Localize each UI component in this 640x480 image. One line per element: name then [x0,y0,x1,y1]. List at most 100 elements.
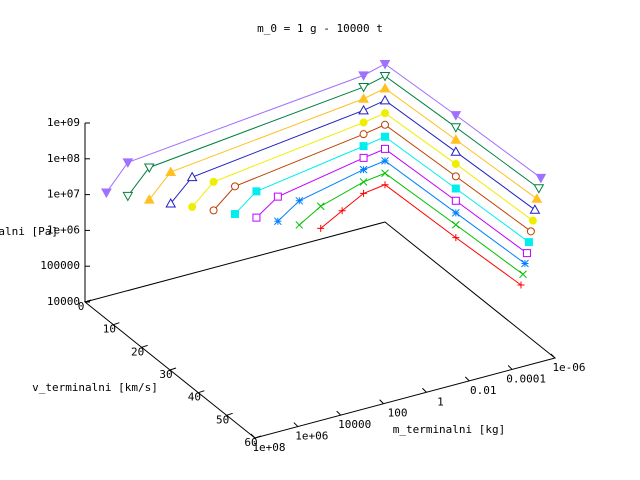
series-line [148,87,538,200]
series-marker [143,194,155,204]
series-marker [358,93,369,103]
y-tick [293,422,299,427]
series-marker [450,134,462,144]
series-marker [381,132,389,141]
y-tick [464,376,470,382]
z-tick-label: 1e+07 [47,188,80,201]
z-tick-label: 1e+06 [47,223,80,236]
x-tick [84,299,92,303]
series-marker [452,234,460,242]
y-tick [507,365,513,370]
series-line [127,75,540,197]
series-marker [522,249,531,258]
y-tick [379,399,384,405]
chart-title: m_0 = 1 g - 10000 t [257,22,383,35]
x-tick-label: 60 [244,436,257,449]
y-tick-label: 10000 [338,418,371,431]
series-marker [209,206,218,215]
x-tick [141,344,148,348]
y-tick-label: 0.01 [470,384,497,397]
series-line [170,99,536,211]
x-tick [254,435,262,439]
series-marker [338,207,346,215]
x-tick [169,367,177,371]
series-marker [122,191,134,202]
series-marker [451,184,460,193]
series-marker [274,217,282,226]
series-line [191,112,534,222]
series-marker [252,187,261,196]
series-marker [165,166,177,177]
series-marker [359,178,368,186]
series-marker [380,120,390,129]
series-marker [359,142,368,151]
y-tick-label: 1 [437,395,444,408]
series-marker [122,158,134,168]
series-line [213,124,532,232]
z-tick-label: 1e+09 [47,116,80,129]
series-marker [451,172,460,181]
series-marker [230,182,240,191]
series-marker [451,220,460,229]
series-marker [316,202,325,211]
series-marker [359,165,368,174]
series-marker [381,157,389,165]
series-marker [252,213,261,222]
series-marker [379,94,391,105]
series-marker [358,83,369,93]
series-marker [451,196,460,205]
series-marker [531,193,543,203]
y-tick-label: 1e+06 [295,430,328,443]
series-marker [273,192,282,201]
series-marker [519,270,527,279]
series-marker [358,71,369,81]
z-axis-label: p_terminalni [Pa] [0,225,58,238]
series-marker [529,204,541,214]
x-tick-label: 20 [131,345,144,358]
series-marker [165,197,177,208]
series-marker [524,238,533,247]
series-marker [143,163,155,173]
series-marker [317,224,325,232]
series-marker [188,202,197,211]
y-tick-label: 1e+08 [252,441,285,454]
series-marker [450,146,462,156]
series-marker [450,123,462,133]
y-tick-label: 1e-06 [552,361,585,374]
x-axis-label: v_terminalni [km/s] [32,381,158,394]
z-tick-label: 1e+08 [47,152,80,165]
series-marker [359,130,368,139]
series-marker [381,169,389,178]
y-tick [550,353,556,359]
series-marker [358,104,369,115]
x-tick [198,390,205,394]
series-marker [517,281,525,289]
y-axis-label: m_terminalni [kg] [393,423,506,436]
series-marker [359,153,368,162]
y-tick [336,410,342,416]
series-marker [526,227,535,236]
x-tick-label: 50 [216,413,229,426]
y-tick-label: 0.0001 [506,372,546,385]
x-tick [226,412,233,416]
series-marker [209,177,218,186]
z-tick-label: 100000 [40,259,80,272]
y-tick-label: 100 [388,407,408,420]
series-marker [231,209,239,218]
series-marker [186,171,198,182]
series-marker [101,188,112,199]
series-marker [451,159,460,168]
x-tick-label: 10 [103,323,116,336]
series-marker [381,144,389,153]
series-marker [521,259,529,268]
series-marker [295,196,304,205]
y-tick [422,387,427,393]
x-tick-label: 40 [188,391,201,404]
series-marker [295,221,304,229]
z-tick-label: 10000 [47,295,80,308]
series-marker [381,181,389,189]
series-marker [380,109,390,118]
x-tick-label: 0 [78,300,85,313]
series-marker [450,111,462,121]
